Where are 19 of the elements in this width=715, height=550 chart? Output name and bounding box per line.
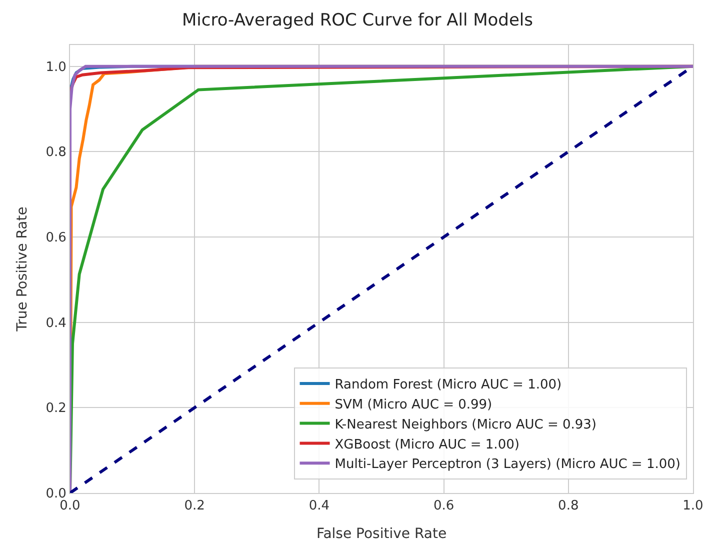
y-tick-label: 0.4	[46, 316, 66, 331]
legend-label: XGBoost (Micro AUC = 1.00)	[334, 437, 520, 452]
chart-title: Micro-Averaged ROC Curve for All Models	[182, 10, 534, 31]
y-tick-label: 1.0	[46, 60, 66, 75]
x-tick-label: 0.0	[60, 498, 80, 514]
x-tick-label: 0.8	[558, 498, 579, 514]
x-tick-label: 0.2	[184, 498, 205, 514]
legend-label: Multi-Layer Perceptron (3 Layers) (Micro AUC = 1.00)	[334, 457, 680, 472]
legend-label: SVM (Micro AUC = 0.99)	[334, 397, 492, 412]
legend-label: Random Forest (Micro AUC = 1.00)	[334, 378, 562, 393]
x-tick-label: 0.6	[433, 498, 454, 514]
x-axis-title: False Positive Rate	[316, 526, 447, 542]
y-tick-label: 0.6	[46, 230, 66, 246]
y-tick-label: 0.2	[46, 401, 66, 416]
x-tick-label: 1.0	[682, 498, 704, 514]
x-tick-label: 0.4	[308, 498, 330, 514]
y-axis-title: True Positive Rate	[14, 206, 30, 332]
y-tick-label: 0.8	[46, 145, 66, 160]
legend-label: K-Nearest Neighbors (Micro AUC = 0.93)	[334, 417, 597, 432]
